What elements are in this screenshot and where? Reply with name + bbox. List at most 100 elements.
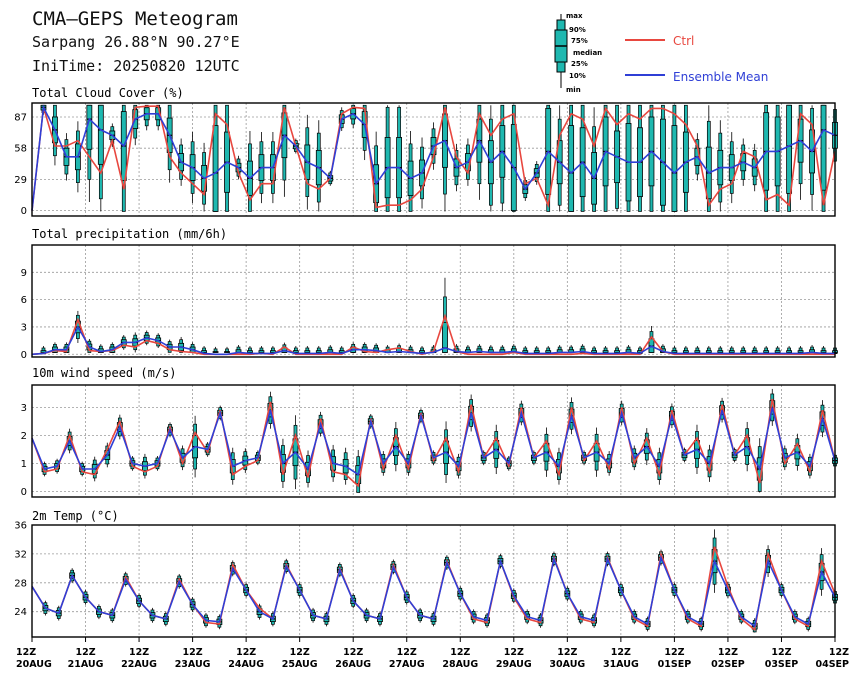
page-title: CMA—GEPS Meteogram [32, 8, 238, 30]
box-inner [247, 350, 253, 353]
panel-frame [31, 244, 836, 358]
box-inner [522, 350, 529, 353]
legend-p75: 75% [571, 37, 588, 45]
temp-panel: 24 28 32 36 [14, 521, 838, 638]
legend-median: median [573, 49, 602, 57]
box-inner [258, 350, 265, 353]
y-tick-label: 3 [21, 322, 27, 333]
box-inner [671, 350, 678, 353]
box-inner [694, 350, 701, 353]
y-tick-label: 0 [21, 350, 27, 361]
x-tick-date: 22AUG [121, 659, 157, 670]
x-tick-time: 12Z [397, 647, 417, 658]
x-tick-date: 23AUG [175, 659, 211, 670]
y-tick-label: 0 [21, 206, 27, 217]
x-tick-time: 12Z [16, 647, 36, 658]
panel-frame [31, 102, 836, 217]
box-inner [338, 350, 345, 353]
x-tick-time: 12Z [343, 647, 363, 658]
box-inner [728, 350, 735, 353]
box-inner [201, 350, 207, 353]
x-tick-date: 29AUG [496, 659, 532, 670]
box-inner [763, 350, 770, 353]
mean-line [31, 407, 836, 476]
legend-min: min [566, 86, 581, 94]
y-tick-label: 58 [14, 144, 27, 155]
box-inner [786, 104, 793, 194]
box-inner [682, 350, 689, 353]
x-tick-time: 12Z [557, 647, 577, 658]
legend-box-upper [554, 29, 568, 47]
box-inner [740, 350, 747, 353]
box-inner [304, 350, 311, 353]
legend-p25: 25% [571, 60, 588, 68]
x-tick-time: 12Z [504, 647, 524, 658]
box-inner [212, 351, 219, 353]
panel-frame [31, 524, 836, 638]
x-tick-date: 25AUG [282, 659, 318, 670]
box-inner [442, 321, 448, 353]
box-inner [97, 104, 104, 165]
box-inner [224, 351, 230, 353]
box-inner [212, 125, 219, 212]
x-tick-date: 24AUG [228, 659, 264, 670]
legend-p90: 90% [569, 26, 586, 34]
box-inner [419, 350, 425, 353]
x-tick-time: 12Z [290, 647, 310, 658]
box-inner [705, 350, 712, 353]
x-tick-date: 31AUG [603, 659, 639, 670]
y-tick-label: 87 [14, 112, 27, 123]
location-label: Sarpang 26.88°N 90.27°E [32, 33, 240, 51]
box-inner [579, 348, 586, 353]
precip-panel: 0 3 6 9 [21, 244, 838, 361]
box-inner [786, 350, 793, 353]
legend-ctrl-label: Ctrl [673, 34, 694, 48]
y-tick-label: 1 [21, 459, 27, 470]
box-inner [40, 350, 47, 353]
box-inner [568, 125, 575, 212]
ctrl-line [31, 105, 836, 211]
x-tick-date: 26AUG [335, 659, 371, 670]
x-tick-date: 21AUG [68, 659, 104, 670]
cloud-panel-title: Total Cloud Cover (%) [32, 86, 184, 100]
x-tick-time: 12Z [611, 647, 631, 658]
x-tick-time: 12Z [771, 647, 791, 658]
legend-max: max [566, 12, 583, 20]
precip-panel-title: Total precipitation (mm/6h) [32, 227, 228, 241]
box-inner [591, 350, 597, 353]
wind-panel: 0 1 2 3 [21, 384, 838, 498]
box-inner [671, 125, 678, 212]
box-inner [774, 350, 781, 353]
box-inner [797, 350, 804, 353]
box-inner [533, 350, 540, 353]
x-tick-date: 27AUG [389, 659, 425, 670]
legend-mean-label: Ensemble Mean [673, 70, 768, 84]
wind-panel-title: 10m wind speed (m/s) [32, 366, 177, 380]
x-tick-time: 12Z [183, 647, 203, 658]
y-tick-label: 0 [21, 487, 27, 498]
box-inner [717, 350, 724, 353]
x-tick-time: 12Z [129, 647, 149, 658]
x-tick-date: 04SEP [815, 659, 849, 670]
y-tick-label: 29 [14, 175, 27, 186]
mean-line [31, 325, 835, 356]
legend-p10: 10% [569, 72, 586, 80]
mean-line [31, 104, 836, 211]
x-tick-time: 12Z [236, 647, 256, 658]
x-tick-time: 12Z [829, 647, 849, 658]
y-tick-label: 6 [21, 295, 27, 306]
x-tick-date: 03SEP [765, 659, 799, 670]
temp-panel-title: 2m Temp (°C) [32, 509, 119, 523]
panel-frame [31, 384, 836, 498]
x-tick-date: 30AUG [549, 659, 585, 670]
y-tick-label: 9 [21, 268, 27, 279]
time-axis: 12Z20AUG12Z21AUG12Z22AUG12Z23AUG12Z24AUG… [16, 637, 849, 670]
x-tick-time: 12Z [718, 647, 738, 658]
x-tick-date: 28AUG [442, 659, 478, 670]
box-inner [820, 104, 827, 191]
box-inner [602, 350, 609, 353]
legend-box-top [556, 19, 566, 31]
box-inner [292, 350, 299, 353]
